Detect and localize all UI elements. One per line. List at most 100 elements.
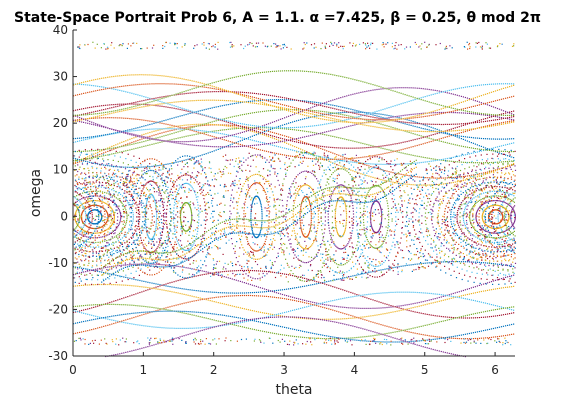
data-point [464,317,466,319]
data-point [340,306,342,308]
data-point [209,131,211,133]
data-point [312,125,314,127]
data-point [454,94,456,96]
data-point [513,312,515,314]
data-point [308,278,310,281]
data-point [155,134,157,136]
data-point [93,157,95,159]
data-point [496,116,499,118]
data-point [410,122,412,124]
data-point [123,132,125,134]
data-point [87,120,89,122]
data-point [314,125,316,127]
data-point [448,337,450,339]
data-point [322,306,324,308]
data-point [195,327,197,329]
data-point [513,151,515,153]
data-point [498,150,501,152]
data-point [492,161,495,164]
data-point [275,325,278,327]
data-point [388,332,390,334]
data-point [505,166,507,168]
data-point [161,135,163,138]
data-point [402,148,404,150]
data-point [340,106,342,108]
data-point [245,101,247,103]
data-point [372,146,374,148]
data-point [73,333,75,335]
data-point [107,117,109,119]
data-point [281,104,284,106]
data-point [460,87,462,89]
data-point [281,127,284,129]
data-point [410,264,412,266]
data-point [356,123,358,125]
data-point [328,106,330,108]
data-point [438,321,440,323]
data-point [304,331,306,333]
data-point [462,112,464,114]
data-point [348,94,350,96]
data-point [149,105,151,107]
data-point [113,104,115,106]
data-point [511,120,513,122]
data-point [500,83,503,85]
data-point [129,264,131,266]
data-point [406,309,408,311]
data-point [219,148,221,150]
data-point [414,122,416,124]
data-point [318,155,320,157]
data-point [265,312,268,314]
data-point [498,168,501,170]
data-point [488,104,491,107]
data-point [414,121,416,123]
data-point [185,100,187,102]
data-point [217,119,219,121]
data-point [316,104,318,106]
data-point [398,142,400,144]
data-point [143,125,145,127]
data-point [456,181,458,183]
data-point [488,303,491,305]
data-point [231,128,233,130]
data-point [376,334,378,336]
data-point [406,140,408,143]
data-point [392,150,394,152]
data-point [95,306,97,308]
data-point [135,84,137,86]
data-point [380,127,382,129]
data-point [298,336,300,338]
data-point [322,105,324,107]
data-point [314,103,316,105]
data-point [442,130,444,132]
data-point [408,264,410,266]
data-point [131,108,133,110]
data-point [79,159,81,161]
data-point [394,311,396,313]
data-point [316,333,318,335]
data-point [177,125,179,127]
data-point [97,327,99,329]
data-point [173,162,175,164]
data-point [91,157,93,159]
data-point [111,145,113,147]
data-point [438,130,440,133]
data-point [111,153,113,155]
data-point [344,107,346,109]
data-point [251,128,253,130]
data-point [171,286,173,288]
data-point [207,131,209,133]
data-point [193,140,195,142]
data-point [195,112,197,114]
data-point [366,315,368,318]
data-point [384,303,386,305]
data-point [450,293,452,295]
data-point [374,300,376,302]
data-point [284,104,286,106]
data-point [330,305,332,307]
data-point [350,115,352,117]
data-point [105,316,107,318]
data-point [284,334,286,336]
data-point [123,297,125,299]
data-point [135,142,137,144]
